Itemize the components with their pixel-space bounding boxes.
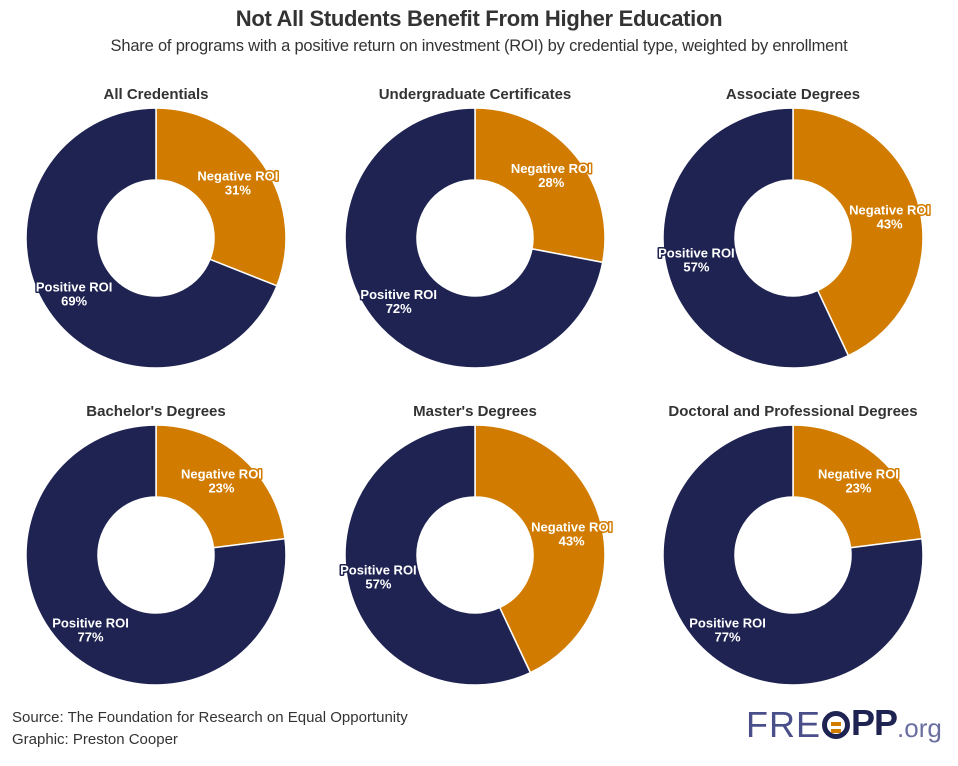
positive-roi-value: 69% (61, 294, 87, 309)
panel-title: Master's Degrees (413, 403, 537, 420)
positive-roi-slice (344, 107, 604, 369)
logo-text-heavy: PP (821, 702, 898, 744)
negative-roi-label: Negative ROI (197, 168, 278, 183)
equals-circle-icon (822, 711, 850, 739)
positive-roi-label: Positive ROI (658, 246, 735, 261)
positive-roi-value: 77% (715, 629, 741, 644)
negative-roi-value: 23% (845, 481, 871, 496)
negative-roi-slice (155, 424, 286, 549)
panel-title: Associate Degrees (726, 86, 860, 103)
positive-roi-label: Positive ROI (36, 280, 113, 295)
panel-title: Doctoral and Professional Degrees (668, 403, 917, 420)
positive-roi-value: 77% (78, 629, 104, 644)
logo-text-light: FRE (746, 704, 821, 745)
negative-roi-value: 31% (225, 182, 251, 197)
negative-roi-label: Negative ROI (531, 519, 612, 534)
donut-chart: Doctoral and Professional Degrees Negativ… (662, 403, 924, 686)
negative-roi-slice (155, 107, 287, 287)
positive-roi-slice (25, 424, 287, 686)
negative-roi-label: Negative ROI (849, 202, 930, 217)
panel-title: Bachelor's Degrees (86, 403, 225, 420)
graphic-credit: Graphic: Preston Cooper (12, 731, 178, 748)
positive-roi-value: 72% (386, 301, 412, 316)
positive-roi-label: Positive ROI (360, 287, 437, 302)
donut-chart: Undergraduate Certificates Negative ROI28… (344, 86, 606, 369)
positive-roi-value: 57% (683, 260, 709, 275)
logo-tld: .org (897, 713, 942, 743)
negative-roi-slice (792, 424, 923, 549)
negative-roi-value: 23% (208, 481, 234, 496)
positive-roi-slice (25, 107, 278, 369)
negative-roi-slice (474, 107, 606, 264)
chart-subtitle: Share of programs with a positive return… (110, 37, 848, 55)
negative-roi-value: 28% (538, 175, 564, 190)
positive-roi-slice (662, 424, 924, 686)
negative-roi-label: Negative ROI (181, 467, 262, 482)
freopp-logo: FRE PP .org (746, 702, 942, 745)
positive-roi-value: 57% (365, 577, 391, 592)
negative-roi-label: Negative ROI (511, 161, 592, 176)
source-note: Source: The Foundation for Research on E… (12, 709, 408, 726)
negative-roi-value: 43% (877, 216, 903, 231)
chart-title: Not All Students Benefit From Higher Edu… (235, 6, 723, 31)
positive-roi-label: Positive ROI (689, 615, 766, 630)
panel-title: Undergraduate Certificates (379, 86, 572, 103)
positive-roi-label: Positive ROI (340, 563, 417, 578)
logo-text-pp: PP (851, 702, 898, 743)
negative-roi-value: 43% (559, 533, 585, 548)
positive-roi-slice (662, 107, 850, 369)
negative-roi-slice (792, 107, 924, 357)
positive-roi-label: Positive ROI (52, 615, 129, 630)
panel-title: All Credentials (103, 86, 208, 103)
positive-roi-slice (344, 424, 532, 686)
negative-roi-label: Negative ROI (818, 467, 899, 482)
footer-credits: Source: The Foundation for Research on E… (12, 707, 408, 751)
negative-roi-slice (474, 424, 606, 674)
